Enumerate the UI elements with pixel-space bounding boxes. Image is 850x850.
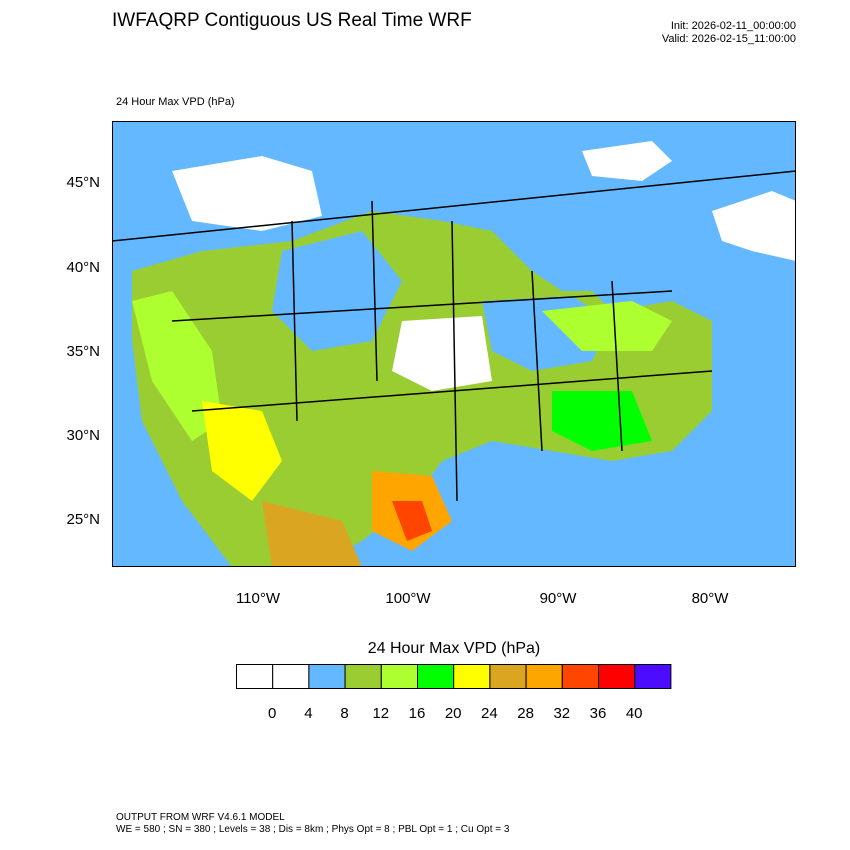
colorbar-box <box>525 664 563 689</box>
lat-label: 40°N <box>66 259 100 276</box>
colorbar-box <box>236 664 274 689</box>
colorbar-label: 0 <box>268 705 277 722</box>
colorbar-box <box>561 664 599 689</box>
lon-label: 100°W <box>385 590 431 607</box>
colorbar-box <box>453 664 491 689</box>
colorbar-label: 16 <box>408 705 426 722</box>
map-title: IWFAQRP Contiguous US Real Time WRF <box>112 10 472 31</box>
lon-label: 110°W <box>235 590 281 607</box>
great-lakes <box>512 211 637 286</box>
colorbar-label: 12 <box>372 705 390 722</box>
vpd-map <box>112 121 796 567</box>
colorbar-box <box>344 664 382 689</box>
init-time: Init: 2026-02-11_00:00:00 <box>670 20 796 32</box>
colorbar-label: 8 <box>340 705 349 722</box>
field-label: 24 Hour Max VPD (hPa) <box>116 96 235 108</box>
colorbar-box <box>380 664 419 689</box>
lon-label: 80°W <box>691 590 729 607</box>
colorbar-box <box>417 664 455 689</box>
footer-line2: WE = 580 ; SN = 380 ; Levels = 38 ; Dis … <box>116 824 510 835</box>
colorbar-label: 24 <box>481 705 498 722</box>
valid-time: Valid: 2026-02-15_11:00:00 <box>661 33 796 45</box>
model-footer: OUTPUT FROM WRF V4.6.1 MODEL WE = 580 ; … <box>116 812 509 836</box>
colorbar-title: 24 Hour Max VPD (hPa) <box>367 640 541 657</box>
lon-label: 90°W <box>539 590 577 607</box>
colorbar-label: 32 <box>553 705 571 722</box>
colorbar-label: 4 <box>304 705 313 722</box>
colorbar-box <box>489 664 527 689</box>
lat-label: 30°N <box>66 427 100 444</box>
colorbar-box <box>634 664 672 689</box>
colorbar-box <box>308 664 346 689</box>
colorbar-label: 20 <box>444 705 462 722</box>
colorbar-label: 28 <box>517 705 534 722</box>
colorbar-label: 36 <box>589 705 607 722</box>
footer-line1: OUTPUT FROM WRF V4.6.1 MODEL <box>116 812 285 823</box>
colorbar-label: 40 <box>625 705 643 722</box>
lat-label: 35°N <box>66 343 100 360</box>
run-times: Init: 2026-02-11_00:00:00 Valid: 2026-02… <box>662 20 796 46</box>
colorbar-box <box>598 664 636 689</box>
lat-label: 45°N <box>66 174 100 191</box>
lat-label: 25°N <box>66 511 100 528</box>
colorbar-box <box>272 664 310 689</box>
colorbar <box>236 664 672 689</box>
